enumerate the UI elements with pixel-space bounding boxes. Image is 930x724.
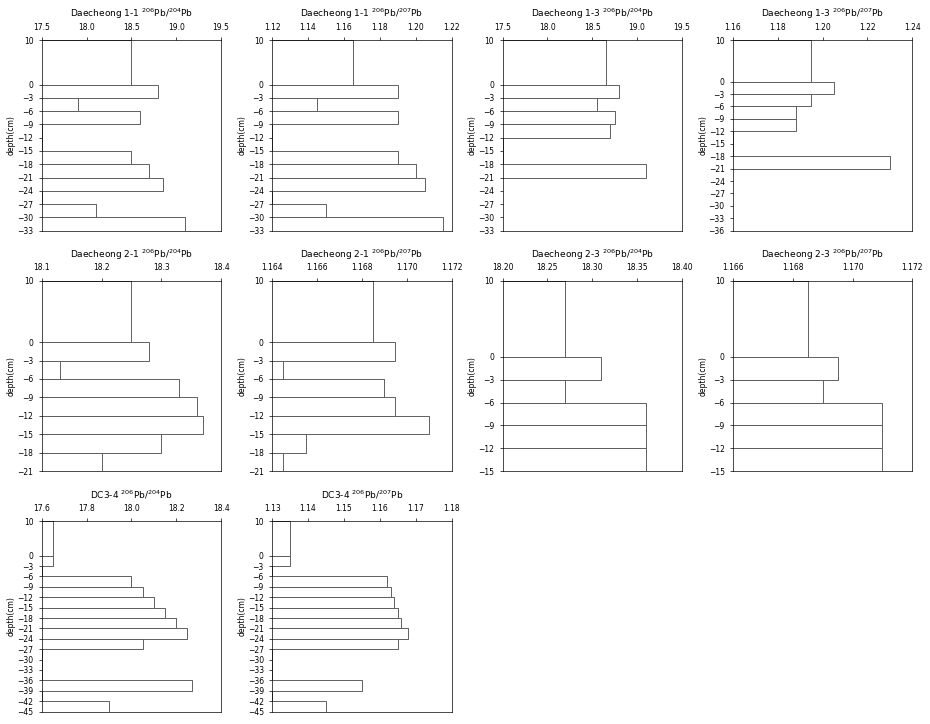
Y-axis label: depth(cm): depth(cm): [468, 116, 477, 156]
Y-axis label: depth(cm): depth(cm): [468, 356, 477, 396]
Title: DC3-4 $^{206}$Pb/$^{207}$Pb: DC3-4 $^{206}$Pb/$^{207}$Pb: [321, 488, 403, 501]
Y-axis label: depth(cm): depth(cm): [698, 356, 708, 396]
Title: Daecheong 1-3 $^{206}$Pb/$^{204}$Pb: Daecheong 1-3 $^{206}$Pb/$^{204}$Pb: [531, 7, 654, 21]
Title: DC3-4 $^{206}$Pb/$^{204}$Pb: DC3-4 $^{206}$Pb/$^{204}$Pb: [90, 488, 173, 501]
Title: Daecheong 2-1 $^{206}$Pb/$^{207}$Pb: Daecheong 2-1 $^{206}$Pb/$^{207}$Pb: [300, 248, 423, 262]
Title: Daecheong 1-1 $^{206}$Pb/$^{207}$Pb: Daecheong 1-1 $^{206}$Pb/$^{207}$Pb: [300, 7, 423, 21]
Y-axis label: depth(cm): depth(cm): [7, 356, 16, 396]
Y-axis label: depth(cm): depth(cm): [237, 116, 246, 156]
Title: Daecheong 2-3 $^{206}$Pb/$^{207}$Pb: Daecheong 2-3 $^{206}$Pb/$^{207}$Pb: [761, 248, 884, 262]
Y-axis label: depth(cm): depth(cm): [237, 597, 246, 636]
Y-axis label: depth(cm): depth(cm): [237, 356, 246, 396]
Y-axis label: depth(cm): depth(cm): [698, 116, 707, 156]
Y-axis label: depth(cm): depth(cm): [7, 116, 16, 156]
Title: Daecheong 1-3 $^{206}$Pb/$^{207}$Pb: Daecheong 1-3 $^{206}$Pb/$^{207}$Pb: [761, 7, 884, 21]
Y-axis label: depth(cm): depth(cm): [7, 597, 16, 636]
Title: Daecheong 2-3 $^{206}$Pb/$^{204}$Pb: Daecheong 2-3 $^{206}$Pb/$^{204}$Pb: [531, 248, 654, 262]
Title: Daecheong 1-1 $^{206}$Pb/$^{204}$Pb: Daecheong 1-1 $^{206}$Pb/$^{204}$Pb: [70, 7, 193, 21]
Title: Daecheong 2-1 $^{206}$Pb/$^{204}$Pb: Daecheong 2-1 $^{206}$Pb/$^{204}$Pb: [70, 248, 193, 262]
